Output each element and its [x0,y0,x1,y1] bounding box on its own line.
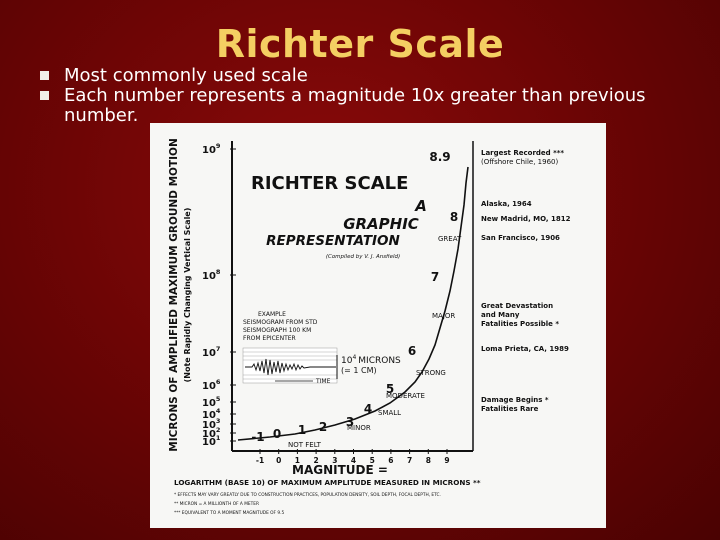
x-tick-label: 5 [370,456,375,465]
y-tick-label: 107 [202,345,220,359]
curve-magnitude-label: 1 [298,423,306,437]
annotation-text: Largest Recorded *** [481,149,564,157]
annotation-text: Fatalities Possible * [481,320,559,328]
microns-cm-label: (= 1 CM) [341,366,377,375]
y-tick-label: 102 [202,426,220,440]
y-axis-subtitle: (Note Rapidly Changing Vertical Scale) [183,208,192,383]
y-tick-label: 108 [202,268,221,282]
footnote: *** EQUIVALENT TO A MOMENT MAGNITUDE OF … [174,510,284,516]
curve-magnitude-label: 2 [319,420,327,434]
bullet-text: Most commonly used scale [64,65,308,86]
x-tick-label: 6 [388,456,393,465]
compiled-by-note: (Compiled by V. J. Ansfield) [326,254,400,260]
y-tick-label: 109 [202,142,221,156]
graph-heading: RICHTER SCALE [251,173,408,194]
curve-magnitude-label: 7 [431,270,439,284]
category-label: SMALL [378,409,401,417]
curve-magnitude-label: 6 [408,344,416,358]
microns-label: 104 MICRONS [341,354,401,366]
graph-heading-representation: REPRESENTATION [266,233,400,249]
example-line: FROM EPICENTER [243,335,296,342]
seismogram-lines [243,351,337,380]
y-tick-label: 104 [202,407,221,421]
annotation-text: (Offshore Chile, 1960) [481,158,558,166]
x-axis-subtitle: LOGARITHM (BASE 10) OF MAXIMUM AMPLITUDE… [174,478,481,487]
curve-magnitude-label: 3 [346,415,354,429]
category-label: GREAT [438,235,462,243]
curve-magnitude-label: -1 [251,430,264,444]
x-tick-label: 3 [332,456,337,465]
annotation-text: and Many [481,311,520,319]
y-axis-title: MICRONS OF AMPLIFIED MAXIMUM GROUND MOTI… [168,138,180,451]
annotation-text: New Madrid, MO, 1812 [481,215,571,223]
x-tick-label: 7 [407,456,412,465]
curve-magnitude-label: 8.9 [429,150,450,164]
x-tick-label: -1 [256,456,264,465]
example-line: EXAMPLE [258,311,286,318]
annotation-text: Loma Prieta, CA, 1989 [481,345,569,353]
x-tick-labels: -1 0 1 2 3 4 5 6 7 8 9 [256,449,450,465]
y-tick-label: 101 [202,434,221,448]
richter-graph: MICRONS OF AMPLIFIED MAXIMUM GROUND MOTI… [168,138,571,516]
annotation-text: Damage Begins * [481,396,549,404]
annotation-text: Alaska, 1964 [481,200,532,208]
slide-title: Richter Scale [215,22,505,66]
category-label: MAJOR [432,312,455,320]
event-annotations: Largest Recorded *** (Offshore Chile, 19… [481,149,571,413]
footnote: * EFFECTS MAY VARY GREATLY DUE TO CONSTR… [174,492,441,498]
curve-magnitude-label: 4 [364,402,372,416]
curve-magnitude-labels: -1 0 1 2 345 6 7 8 8.9 [251,150,458,444]
category-label: MODERATE [386,392,425,400]
example-line: SEISMOGRAM FROM STD [243,319,318,326]
bullet-item: Most commonly used scale [40,66,680,86]
curve-magnitude-label: 8 [450,210,458,224]
time-label: TIME [315,378,331,385]
y-tick-label: 106 [202,378,221,392]
annotation-text: San Francisco, 1906 [481,234,560,242]
x-tick-label: 1 [295,456,300,465]
x-tick-label: 2 [313,456,318,465]
y-tick-label: 103 [202,417,220,431]
x-tick-label: 8 [426,456,431,465]
example-line: SEISMOGRAPH 100 KM [243,327,311,334]
x-tick-label: 9 [444,456,449,465]
category-labels: GREAT MAJOR STRONG MODERATE SMALL MINOR … [288,235,462,449]
bullet-item: Each number represents a magnitude 10x g… [40,86,680,126]
graph-heading-graphic: GRAPHIC [343,215,419,233]
annotation-text: Fatalities Rare [481,405,539,413]
curve-magnitude-label: 5 [386,382,394,396]
category-label: NOT FELT [288,441,322,449]
annotation-text: Great Devastation [481,302,553,310]
graph-heading-a: A [414,197,427,215]
magnitude-curve [237,166,469,441]
footnote: ** MICRON = A MILLIONTH OF A METER [174,501,259,507]
richter-scale-figure: MICRONS OF AMPLIFIED MAXIMUM GROUND MOTI… [150,123,606,528]
curve-magnitude-label: 0 [273,427,281,441]
square-bullet-icon [40,71,49,80]
seismogram-example: EXAMPLE SEISMOGRAM FROM STD SEISMOGRAPH … [242,311,401,385]
bullet-text: Each number represents a magnitude 10x g… [64,85,646,126]
x-tick-label: 4 [351,456,356,465]
category-label: MINOR [347,424,371,432]
square-bullet-icon [40,91,49,100]
category-label: STRONG [416,369,446,377]
bullet-list: Most commonly used scale Each number rep… [40,66,680,126]
x-axis-title: MAGNITUDE = [292,463,388,477]
y-tick-label: 105 [202,395,221,409]
seismogram-trace [245,358,336,376]
x-tick-label: 0 [276,456,281,465]
